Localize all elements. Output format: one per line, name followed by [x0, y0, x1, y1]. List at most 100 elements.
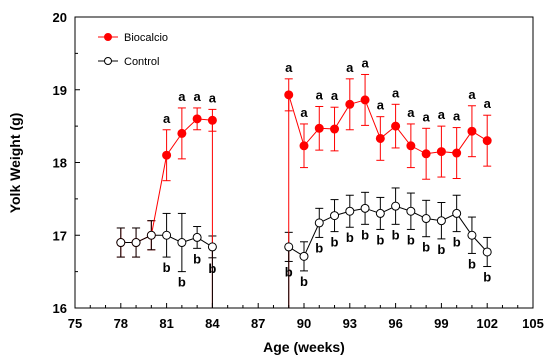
x-tick-label: 75 — [68, 316, 82, 331]
data-point-control — [192, 232, 202, 242]
data-point-control — [177, 238, 187, 248]
data-point-biocalcio — [177, 128, 187, 138]
y-axis-title: Yolk Weight (g) — [7, 113, 23, 214]
x-tick-label: 78 — [114, 316, 128, 331]
data-point-control — [452, 208, 462, 218]
data-point-control — [391, 201, 401, 211]
data-point-biocalcio — [314, 123, 324, 133]
significance-label-control: b — [361, 227, 369, 242]
x-tick-label: 93 — [343, 316, 357, 331]
significance-label-biocalcio: a — [163, 111, 171, 126]
data-point-biocalcio — [375, 133, 385, 143]
data-point-biocalcio — [467, 126, 477, 136]
data-point-control — [116, 238, 126, 248]
significance-label-control: b — [300, 274, 308, 289]
significance-label-biocalcio: a — [377, 98, 385, 113]
data-point-control — [284, 242, 294, 252]
data-point-control — [360, 203, 370, 213]
legend-label-control: Control — [124, 56, 159, 68]
significance-label-biocalcio: a — [209, 90, 217, 105]
significance-label-control: b — [178, 275, 186, 290]
legend: Biocalcio Control — [98, 32, 168, 68]
data-point-control — [482, 247, 492, 257]
data-point-biocalcio — [330, 124, 340, 134]
x-tick-label: 102 — [476, 316, 498, 331]
legend-marker-control — [104, 57, 112, 65]
y-tick-label: 20 — [53, 10, 67, 25]
significance-label-control: b — [285, 264, 293, 279]
significance-label-control: b — [437, 242, 445, 257]
significance-label-biocalcio: a — [468, 87, 476, 102]
data-point-control — [146, 230, 156, 240]
significance-label-biocalcio: a — [407, 105, 415, 120]
data-point-control — [436, 216, 446, 226]
significance-label-biocalcio: a — [331, 88, 339, 103]
data-point-biocalcio — [391, 121, 401, 131]
significance-label-control: b — [346, 230, 354, 245]
data-point-control — [131, 238, 141, 248]
x-tick-label: 87 — [251, 316, 265, 331]
significance-label-control: b — [392, 227, 400, 242]
data-point-biocalcio — [192, 114, 202, 124]
x-tick-label: 99 — [434, 316, 448, 331]
significance-label-biocalcio: a — [392, 85, 400, 100]
data-point-control — [207, 242, 217, 252]
y-tick-label: 16 — [53, 301, 67, 316]
significance-label-biocalcio: a — [453, 109, 461, 124]
significance-label-biocalcio: a — [285, 60, 293, 75]
significance-label-biocalcio: a — [346, 60, 354, 75]
data-point-biocalcio — [421, 149, 431, 159]
data-point-biocalcio — [406, 141, 416, 151]
data-point-biocalcio — [345, 99, 355, 109]
data-point-control — [375, 208, 385, 218]
significance-label-biocalcio: a — [316, 87, 324, 102]
significance-label-control: b — [483, 270, 491, 285]
significance-label-biocalcio: a — [361, 55, 369, 70]
data-point-control — [345, 206, 355, 216]
significance-label-control: b — [422, 240, 430, 255]
data-point-biocalcio — [162, 150, 172, 160]
data-point-control — [467, 230, 477, 240]
x-tick-label: 96 — [388, 316, 402, 331]
x-tick-label: 105 — [522, 316, 544, 331]
significance-label-control: b — [208, 261, 216, 276]
significance-label-biocalcio: a — [484, 96, 492, 111]
x-tick-label: 81 — [159, 316, 173, 331]
data-point-biocalcio — [452, 148, 462, 158]
significance-label-biocalcio: a — [178, 89, 186, 104]
data-point-biocalcio — [299, 141, 309, 151]
significance-label-control: b — [163, 260, 171, 275]
y-tick-label: 19 — [53, 83, 67, 98]
significance-label-control: b — [407, 232, 415, 247]
x-tick-label: 90 — [297, 316, 311, 331]
significance-label-control: b — [376, 232, 384, 247]
significance-label-biocalcio: a — [300, 105, 308, 120]
significance-label-biocalcio: a — [194, 89, 202, 104]
data-point-control — [421, 214, 431, 224]
significance-label-control: b — [453, 235, 461, 250]
significance-label-control: b — [331, 235, 339, 250]
data-point-biocalcio — [436, 147, 446, 157]
legend-marker-biocalcio — [104, 33, 112, 41]
y-tick-label: 17 — [53, 228, 67, 243]
data-point-control — [314, 218, 324, 228]
significance-label-biocalcio: a — [438, 107, 446, 122]
y-tick-label: 18 — [53, 156, 67, 171]
data-point-control — [330, 211, 340, 221]
significance-label-control: b — [193, 251, 201, 266]
data-point-biocalcio — [284, 90, 294, 100]
data-point-biocalcio — [360, 95, 370, 105]
x-tick-label: 84 — [205, 316, 220, 331]
data-point-biocalcio — [207, 115, 217, 125]
x-axis-title: Age (weeks) — [263, 339, 345, 355]
significance-label-control: b — [468, 256, 476, 271]
data-point-control — [299, 251, 309, 261]
legend-label-biocalcio: Biocalcio — [124, 32, 168, 44]
data-point-control — [162, 230, 172, 240]
significance-label-control: b — [315, 240, 323, 255]
data-point-biocalcio — [482, 136, 492, 146]
data-point-control — [406, 206, 416, 216]
significance-label-biocalcio: a — [423, 109, 431, 124]
